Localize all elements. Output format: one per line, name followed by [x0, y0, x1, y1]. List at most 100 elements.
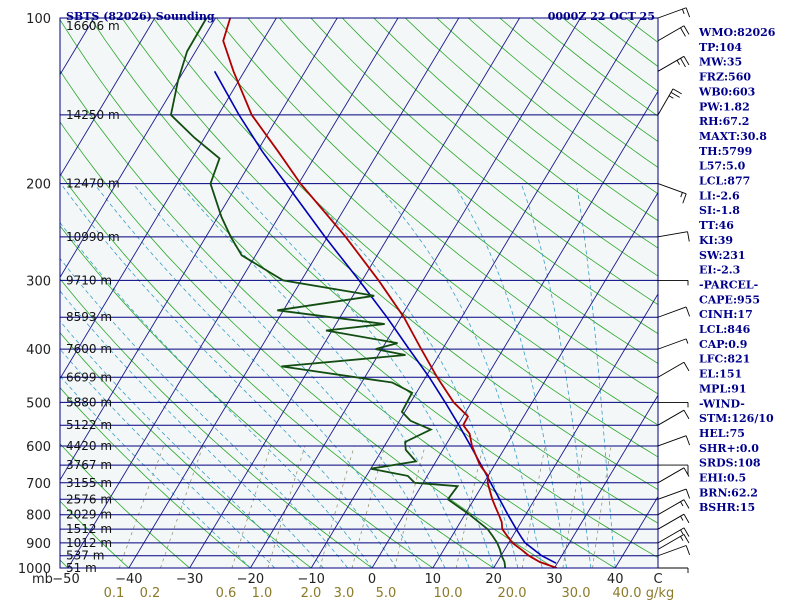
mixing-ratio-line — [521, 445, 546, 568]
sounding-index: SI:-1.8 — [699, 204, 740, 217]
wind-barb-flag — [685, 306, 691, 317]
sounding-index: TP:104 — [699, 41, 742, 54]
sounding-index: LCL:877 — [699, 175, 750, 188]
wind-barb — [657, 488, 691, 500]
sounding-index: KI:39 — [699, 234, 733, 247]
wind-barb-flag — [687, 231, 690, 242]
wind-barb — [657, 499, 690, 516]
height-label: 2576 m — [66, 492, 112, 506]
wind-barb — [657, 25, 690, 42]
wind-barb — [657, 306, 691, 318]
sounding-index: CINH:17 — [699, 308, 753, 321]
wind-barb — [657, 88, 682, 116]
moist-adiabat-line — [375, 183, 543, 568]
wind-barb-staff — [657, 88, 674, 116]
mixing-ratio-label: 30.0 — [562, 586, 591, 600]
wind-barb — [657, 7, 691, 19]
mixing-ratio-label: 5.0 — [376, 586, 397, 600]
wind-barb-flag — [683, 409, 690, 420]
wind-barb-flag — [680, 529, 684, 535]
wind-barb-staff — [657, 467, 685, 484]
isotherm-line — [60, 18, 277, 380]
height-label: 3767 m — [66, 458, 112, 472]
wind-barb — [657, 231, 690, 242]
wind-barb — [657, 183, 687, 204]
isotherm-line — [250, 18, 581, 568]
mixing-ratio-label: 1.0 — [252, 586, 273, 600]
sounding-index: HEL:75 — [699, 427, 745, 440]
moist-adiabat-line — [452, 183, 567, 568]
mixing-ratio-unit: g/kg — [646, 586, 674, 600]
sounding-index: SHR+:0.0 — [699, 442, 759, 455]
mixing-ratio-label: 40.0 — [613, 586, 642, 600]
mixing-ratio-line — [562, 445, 584, 568]
pressure-tick-label: 800 — [26, 509, 51, 524]
wind-barb — [657, 409, 690, 426]
wind-barb-flag — [683, 499, 690, 509]
wind-barb-flag — [685, 338, 689, 344]
isotherm-line — [67, 18, 399, 568]
profile-layer — [169, 18, 558, 568]
mixing-ratio-line — [319, 445, 355, 568]
mixing-ratio-line — [351, 445, 386, 568]
wind-barb-flag — [680, 27, 686, 37]
isotherm-line — [554, 394, 658, 568]
wind-barb — [657, 55, 690, 72]
sounding-index: MAXT:30.8 — [699, 130, 767, 143]
isotherm-line — [60, 18, 216, 279]
height-label: 14250 m — [66, 108, 120, 122]
wind-barb-staff — [657, 499, 685, 516]
height-label: 12470 m — [66, 177, 120, 191]
wind-barb-flag — [680, 192, 683, 198]
sounding-index: WB0:603 — [698, 85, 755, 98]
sounding-index: BRN:62.2 — [699, 486, 758, 499]
wind-barb — [658, 567, 689, 573]
sounding-index: EHI:0.5 — [699, 472, 746, 485]
height-label: 4420 m — [66, 439, 112, 453]
wind-barb-staff — [657, 55, 685, 72]
mixing-ratio-line — [592, 445, 612, 568]
mixing-ratio-label: 0.2 — [140, 586, 161, 600]
wind-barb-staff — [657, 545, 687, 557]
sounding-index: RH:67.2 — [699, 115, 749, 128]
sounding-index: STM:126/10 — [699, 412, 774, 425]
temperature-axis-label: C — [653, 572, 662, 587]
wind-barb-flag — [682, 8, 685, 14]
temperature-tick-label: −40 — [115, 572, 142, 587]
temperature-tick-label: 10 — [425, 572, 442, 587]
temperature-tick-label: 0 — [368, 572, 376, 587]
height-label: 9710 m — [66, 273, 112, 287]
temperature-tick-label: 40 — [607, 572, 624, 587]
isotherm-line — [310, 18, 642, 568]
sounding-index: PW:1.82 — [699, 100, 750, 113]
wind-barb-flag — [685, 435, 691, 446]
wind-barb — [657, 545, 691, 557]
mixing-ratio-line — [455, 445, 484, 568]
wind-barb-flag — [672, 88, 682, 95]
wind-barb-staff — [657, 338, 687, 350]
wind-barb-flag — [683, 25, 690, 35]
temperature-trace — [222, 18, 558, 568]
wind-barb-flag — [670, 91, 680, 98]
wind-barb-flag — [683, 56, 690, 66]
wind-barb — [657, 435, 691, 447]
wind-barb-staff — [657, 183, 687, 195]
mixing-ratio-label: 3.0 — [334, 586, 355, 600]
isotherm-line — [371, 90, 658, 568]
height-label: 7600 m — [66, 342, 112, 356]
wind-barb-flag — [683, 527, 690, 537]
wind-barb-staff — [657, 361, 685, 378]
sounding-index: LFC:821 — [699, 353, 750, 366]
height-label: 5880 m — [66, 395, 112, 409]
mixing-ratio-label: 0.6 — [216, 586, 237, 600]
wind-barb-flag — [683, 513, 690, 524]
moist-adiabat-line — [233, 183, 494, 568]
pressure-tick-label: 600 — [26, 440, 51, 455]
mixing-ratio-line — [394, 445, 426, 568]
pressure-tick-label: 700 — [26, 477, 51, 492]
pressure-tick-label: 900 — [26, 537, 51, 552]
wind-barb-flag — [668, 95, 674, 99]
wind-barb-staff — [657, 231, 688, 238]
sounding-index: BSHR:15 — [699, 501, 755, 514]
